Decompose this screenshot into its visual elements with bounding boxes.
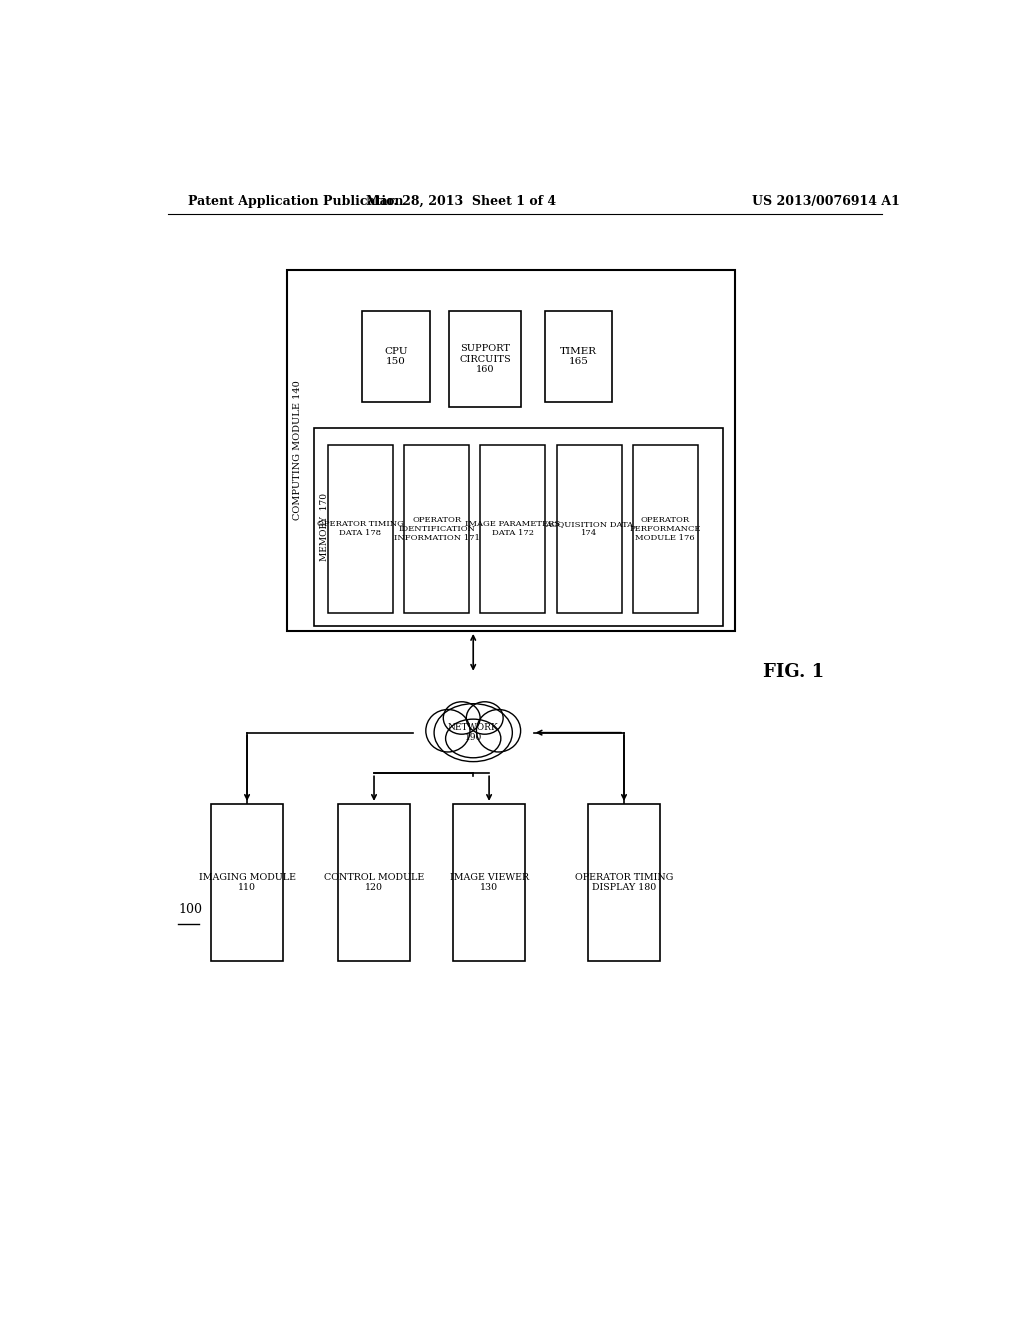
FancyBboxPatch shape <box>480 445 546 612</box>
Text: OPERATOR
PERFORMANCE
MODULE 176: OPERATOR PERFORMANCE MODULE 176 <box>630 516 701 543</box>
Ellipse shape <box>445 719 501 758</box>
FancyBboxPatch shape <box>211 804 283 961</box>
FancyBboxPatch shape <box>545 312 612 403</box>
FancyBboxPatch shape <box>287 271 735 631</box>
FancyBboxPatch shape <box>404 445 469 612</box>
Ellipse shape <box>476 709 520 752</box>
Text: ACQUISITION DATA
174: ACQUISITION DATA 174 <box>545 520 633 537</box>
FancyBboxPatch shape <box>314 428 723 626</box>
FancyBboxPatch shape <box>338 804 410 961</box>
Text: Mar. 28, 2013  Sheet 1 of 4: Mar. 28, 2013 Sheet 1 of 4 <box>367 194 556 207</box>
Ellipse shape <box>434 704 512 762</box>
FancyBboxPatch shape <box>633 445 697 612</box>
Text: OPERATOR TIMING
DATA 178: OPERATOR TIMING DATA 178 <box>317 520 403 537</box>
Text: 100: 100 <box>178 903 202 916</box>
Ellipse shape <box>426 709 470 752</box>
Text: NETWORK
190: NETWORK 190 <box>447 723 499 742</box>
FancyBboxPatch shape <box>557 445 622 612</box>
Text: FIG. 1: FIG. 1 <box>763 663 824 681</box>
Text: CPU
150: CPU 150 <box>384 347 408 366</box>
FancyBboxPatch shape <box>450 312 521 408</box>
Text: SUPPORT
CIRCUITS
160: SUPPORT CIRCUITS 160 <box>459 345 511 374</box>
Text: IMAGE VIEWER
130: IMAGE VIEWER 130 <box>450 873 528 892</box>
Text: MEMORY  170: MEMORY 170 <box>319 492 329 561</box>
FancyBboxPatch shape <box>454 804 524 961</box>
Text: TIMER
165: TIMER 165 <box>560 347 597 366</box>
Text: US 2013/0076914 A1: US 2013/0076914 A1 <box>753 194 900 207</box>
Text: CONTROL MODULE
120: CONTROL MODULE 120 <box>324 873 424 892</box>
Text: OPERATOR
IDENTIFICATION
INFORMATION 171: OPERATOR IDENTIFICATION INFORMATION 171 <box>394 516 479 543</box>
Text: COMPUTING MODULE 140: COMPUTING MODULE 140 <box>293 380 301 520</box>
Text: IMAGE PARAMETERS
DATA 172: IMAGE PARAMETERS DATA 172 <box>465 520 560 537</box>
Ellipse shape <box>466 702 503 734</box>
Text: Patent Application Publication: Patent Application Publication <box>187 194 403 207</box>
FancyBboxPatch shape <box>328 445 393 612</box>
Text: IMAGING MODULE
110: IMAGING MODULE 110 <box>199 873 296 892</box>
FancyBboxPatch shape <box>362 312 430 403</box>
FancyBboxPatch shape <box>588 804 659 961</box>
Text: OPERATOR TIMING
DISPLAY 180: OPERATOR TIMING DISPLAY 180 <box>574 873 673 892</box>
Ellipse shape <box>443 702 480 734</box>
